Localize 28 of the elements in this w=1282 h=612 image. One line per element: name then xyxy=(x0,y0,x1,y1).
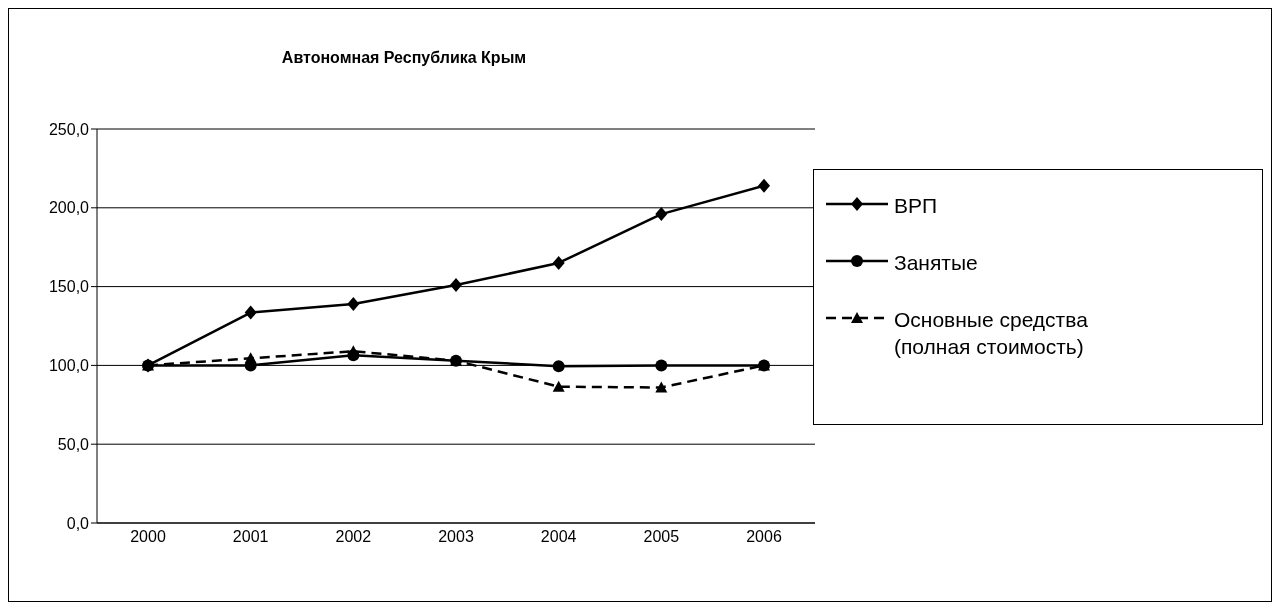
x-tick-label: 2005 xyxy=(643,528,680,546)
x-tick-label: 2000 xyxy=(130,528,166,546)
legend-label: Занятые xyxy=(894,250,979,276)
y-tick-label: 150,0 xyxy=(48,278,90,296)
point xyxy=(244,352,257,364)
x-tick-label: 2003 xyxy=(438,528,474,546)
point xyxy=(347,296,360,311)
legend-label: Основные средства (полная стоимость) xyxy=(894,307,1089,360)
x-tick-label: 2006 xyxy=(746,528,782,546)
y-tick-label: 50,0 xyxy=(57,435,90,453)
point xyxy=(552,360,565,373)
y-tick-label: 0,0 xyxy=(66,514,90,532)
y-tick-label: 100,0 xyxy=(48,357,90,375)
x-tick-label: 2001 xyxy=(232,528,269,546)
y-tick-label: 200,0 xyxy=(48,199,90,217)
point xyxy=(655,359,668,372)
point xyxy=(552,380,565,392)
x-tick-label: 2002 xyxy=(335,528,372,546)
legend-label: ВРП xyxy=(894,193,939,219)
point xyxy=(244,305,257,320)
y-tick-label: 250,0 xyxy=(48,120,90,138)
chart-title: Автономная Республика Крым xyxy=(280,49,528,67)
point xyxy=(552,255,565,270)
point xyxy=(450,278,462,293)
point xyxy=(655,207,668,222)
point xyxy=(758,178,770,193)
x-tick-label: 2004 xyxy=(540,528,577,546)
point xyxy=(655,381,668,393)
